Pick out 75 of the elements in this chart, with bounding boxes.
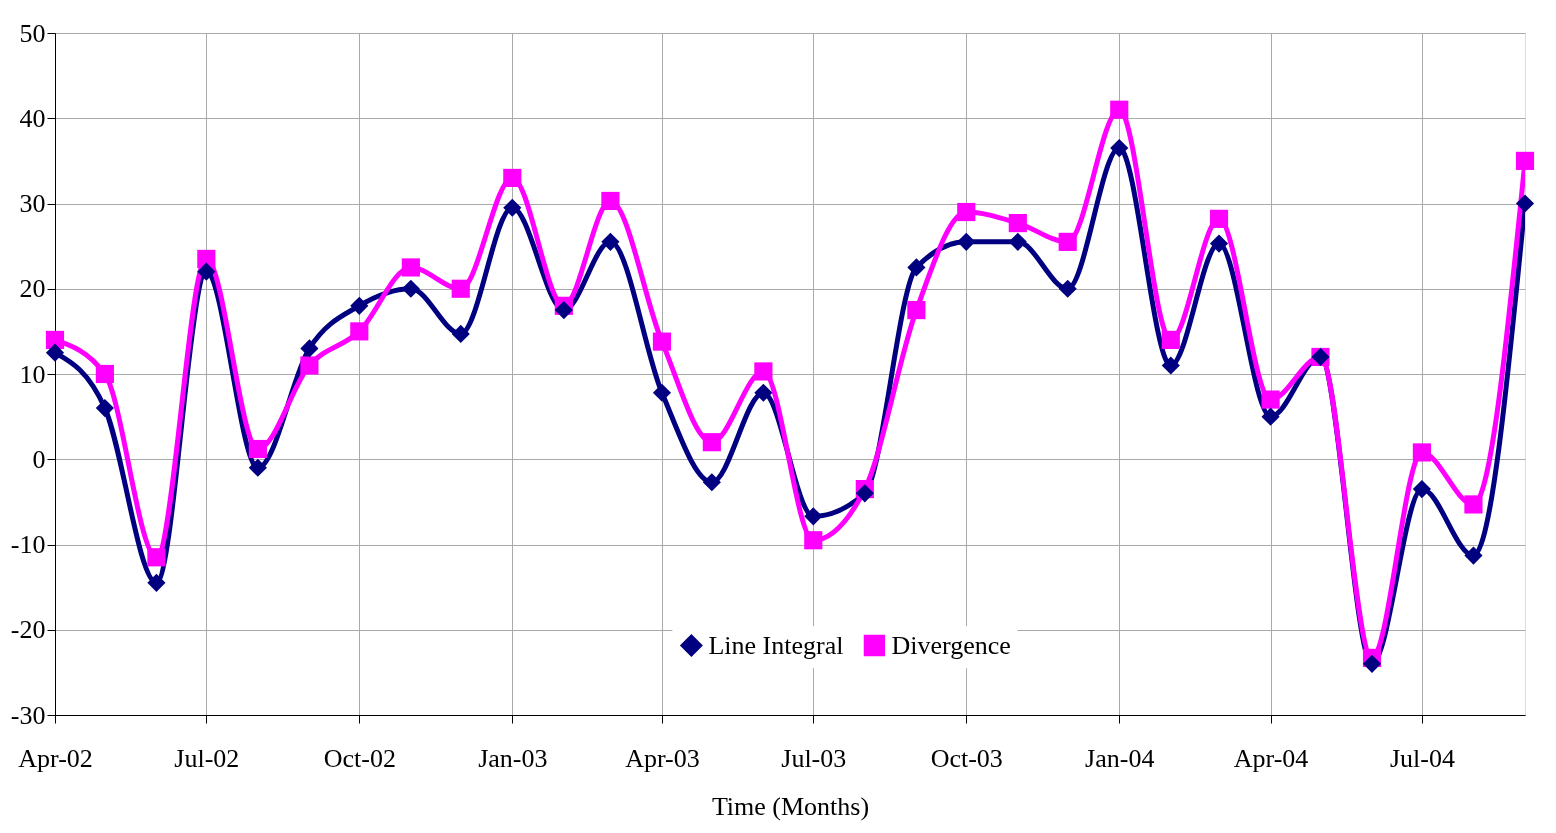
point: [197, 262, 216, 281]
point: [804, 531, 823, 550]
point: [1110, 100, 1129, 119]
point: [702, 433, 721, 452]
point: [1209, 234, 1229, 253]
point: [1412, 443, 1431, 462]
point: [300, 339, 319, 358]
legend-label: Line Integral: [708, 630, 844, 660]
point: [248, 458, 267, 477]
point: [503, 198, 522, 217]
point: [1261, 407, 1280, 426]
x-tick-label: Apr-04: [1233, 743, 1309, 773]
y-tick-label: -30: [10, 700, 46, 730]
x-tick-label: Jan-04: [1085, 743, 1155, 773]
point: [1515, 194, 1535, 213]
point: [1058, 279, 1077, 298]
y-tick-label: 10: [19, 359, 46, 389]
point: [907, 300, 926, 320]
point: [1412, 480, 1431, 499]
y-tick-label: 0: [32, 444, 46, 474]
point: [554, 300, 573, 320]
y-tick-label: 20: [19, 274, 46, 304]
x-tick-label: Jul-02: [174, 743, 240, 773]
point: [300, 356, 319, 375]
point: [754, 383, 773, 402]
point: [957, 202, 976, 222]
y-tick-label: 50: [19, 18, 46, 48]
point: [401, 258, 420, 277]
point: [907, 258, 926, 277]
point: [95, 364, 114, 384]
point: [652, 383, 672, 402]
y-tick-label: 30: [19, 189, 46, 218]
x-tick-label: Jan-03: [478, 743, 548, 773]
point: [350, 322, 369, 341]
point: [350, 296, 369, 315]
point: [248, 439, 267, 459]
point: [45, 343, 65, 362]
point: [702, 473, 721, 492]
x-tick-label: Jul-03: [781, 743, 847, 773]
y-tick-label: -10: [10, 530, 46, 559]
point: [1362, 654, 1382, 673]
x-tick-label: Apr-02: [18, 743, 93, 773]
point: [601, 191, 620, 211]
point: [1209, 209, 1229, 228]
point: [401, 279, 420, 298]
point: [95, 399, 114, 418]
point: [804, 507, 823, 526]
x-axis-title: Time (Months): [711, 791, 870, 821]
point: [1261, 390, 1280, 409]
x-tick-label: Oct-02: [323, 743, 396, 773]
point: [957, 232, 976, 251]
point: [652, 332, 672, 351]
point: [1161, 330, 1180, 349]
x-tick-label: Oct-03: [930, 743, 1003, 773]
point: [1008, 214, 1027, 233]
point: [1110, 139, 1129, 158]
point: [1008, 232, 1027, 251]
point: [147, 548, 166, 567]
point: [601, 232, 620, 251]
point: [451, 324, 470, 344]
point: [1464, 495, 1483, 514]
point: [1464, 546, 1483, 565]
point: [855, 484, 874, 503]
point: [503, 168, 522, 188]
y-tick-label: 40: [19, 103, 46, 133]
point: [1058, 232, 1077, 251]
point: [1515, 151, 1535, 170]
legend-label: Divergence: [891, 630, 1011, 660]
y-tick-label: -20: [10, 615, 46, 645]
point: [147, 573, 166, 592]
x-tick-label: Apr-03: [625, 743, 700, 773]
x-tick-label: Jul-04: [1389, 743, 1455, 773]
point: [1161, 356, 1180, 375]
point: [754, 362, 773, 381]
point: [451, 279, 470, 298]
